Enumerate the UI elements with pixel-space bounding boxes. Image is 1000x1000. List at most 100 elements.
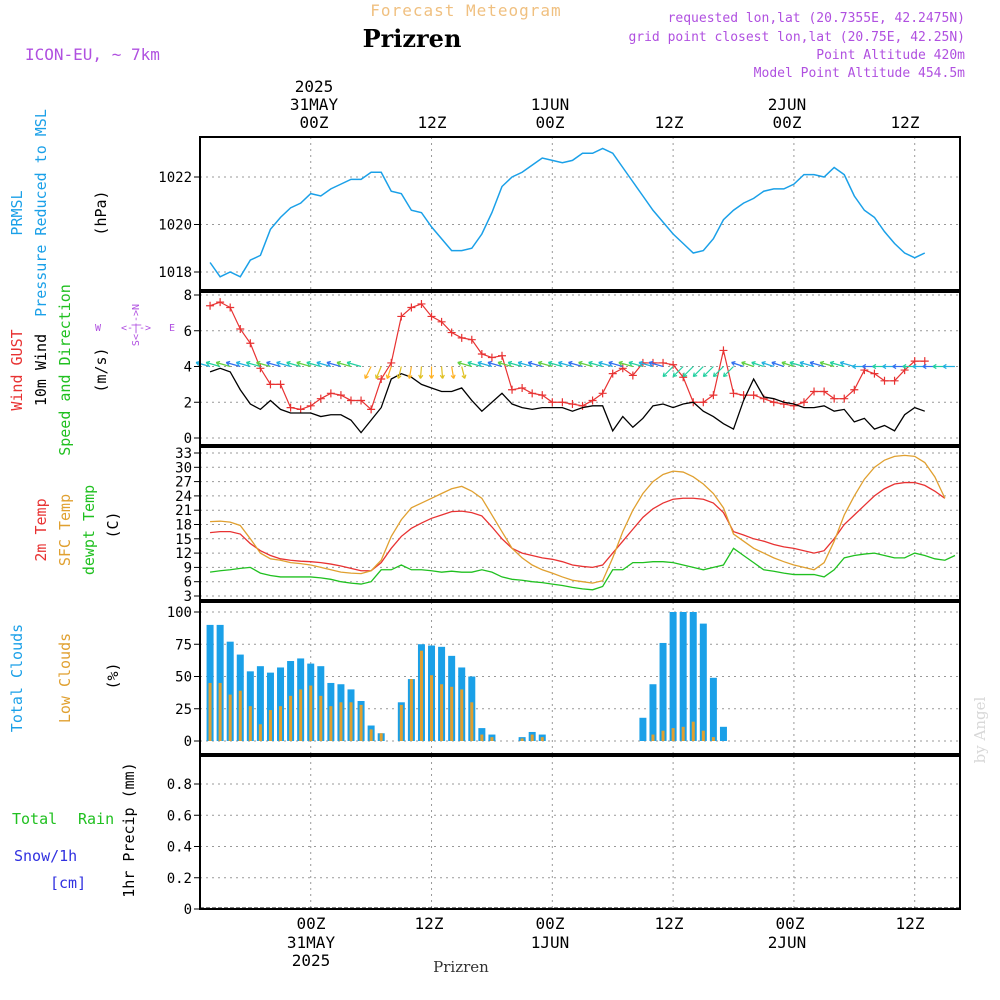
- bottom-hour-label-2: 00Z: [536, 914, 565, 933]
- wind-compass: W <-|-> E S<-|->N: [95, 304, 175, 346]
- gust-marker: [578, 401, 587, 410]
- gust-marker: [346, 396, 355, 405]
- bar-low-clouds: [409, 679, 413, 741]
- gust-marker: [669, 360, 678, 369]
- wind-arrow-head: [547, 360, 553, 366]
- wind-arrow: [477, 361, 493, 368]
- wind-arrow-head: [682, 372, 688, 378]
- panel-frame-wind: [199, 291, 961, 446]
- wind-panel-labels: Wind GUST 10m Wind Speed and Direction (…: [8, 284, 110, 456]
- top-date-label-2: 1JUN: [531, 95, 570, 114]
- bar-low-clouds: [218, 682, 222, 741]
- gust-marker: [407, 303, 416, 312]
- wind-arrow-head: [598, 360, 603, 366]
- wind-arrow-head: [781, 361, 786, 366]
- wind-arrow-head: [326, 360, 331, 366]
- gust-marker: [618, 364, 627, 373]
- wind-arrow: [518, 361, 533, 368]
- gust-marker: [910, 357, 919, 366]
- wind-arrow-head: [809, 360, 815, 366]
- wind-arrow: [507, 361, 523, 368]
- wind-arrow: [771, 361, 785, 368]
- wind-arrow: [578, 361, 593, 368]
- bar-low-clouds: [520, 738, 524, 741]
- gust-marker: [789, 401, 798, 410]
- bar-low-clouds: [369, 729, 373, 741]
- top-hour-label-5: 12Z: [891, 113, 920, 132]
- bar-low-clouds: [540, 737, 544, 741]
- bar-low-clouds: [329, 706, 333, 741]
- top-year-label: 2025: [295, 77, 334, 96]
- gust-marker: [467, 335, 476, 344]
- series-line-dewpt-temp: [209, 547, 956, 591]
- wind-arrow: [386, 366, 392, 379]
- gust-marker: [518, 383, 527, 392]
- wind-arrow-head: [618, 360, 623, 366]
- bar-low-clouds: [289, 695, 293, 741]
- wind-label-10m: 10m Wind: [32, 334, 50, 406]
- wind-arrow-head: [375, 374, 380, 379]
- wind-arrow: [440, 366, 444, 379]
- ytick-label-wind-2: 4: [184, 360, 192, 376]
- gust-marker: [508, 385, 517, 394]
- wind-arrow-head: [517, 360, 523, 366]
- wind-arrow-head: [346, 360, 352, 366]
- ytick-label-clouds-4: 100: [167, 605, 192, 621]
- wind-arrow-head: [839, 360, 845, 366]
- bar-total-clouds: [659, 642, 667, 741]
- ytick-label-temp-10: 33: [175, 446, 192, 462]
- bottom-hour-label-4: 00Z: [776, 914, 805, 933]
- top-date-axis: 2025 31MAY 1JUN 2JUN 00Z 12Z 00Z 12Z 00Z…: [290, 77, 920, 132]
- ytick-label-precip-2: 0.4: [167, 840, 192, 856]
- gust-marker: [397, 312, 406, 321]
- wind-arrow-head: [205, 360, 211, 366]
- ytick-label-wind-0: 0: [184, 431, 192, 447]
- wind-arrow-head: [537, 360, 543, 366]
- bar-low-clouds: [258, 724, 262, 741]
- top-hour-label-2: 00Z: [536, 113, 565, 132]
- wind-arrow-head: [457, 360, 462, 366]
- wind-arrow-head: [922, 363, 927, 370]
- gust-marker: [528, 389, 537, 398]
- gust-marker: [326, 389, 335, 398]
- wind-arrow: [364, 366, 372, 379]
- wind-label-gust: Wind GUST: [8, 329, 26, 410]
- wind-arrow-head: [588, 360, 593, 366]
- wind-arrow: [246, 361, 261, 368]
- bar-low-clouds: [359, 704, 363, 741]
- wind-arrow-head: [306, 360, 311, 366]
- temp-label-dewpt: dewpt Temp: [80, 485, 98, 575]
- wind-arrow-head: [932, 363, 937, 370]
- wind-arrow: [408, 366, 412, 379]
- wind-arrow-head: [418, 374, 424, 379]
- wind-arrow-head: [872, 363, 877, 370]
- wind-arrow: [195, 361, 211, 368]
- precip-label-snow: Snow/1h: [14, 847, 77, 865]
- precip-label-cm: [cm]: [50, 874, 86, 892]
- compass-e: E: [169, 323, 175, 334]
- bottom-year-label: 2025: [292, 951, 331, 970]
- wind-arrow: [598, 361, 613, 368]
- series-line-sfc-temp: [210, 454, 946, 584]
- bar-low-clouds: [440, 684, 444, 741]
- gust-marker: [487, 353, 496, 362]
- bar-low-clouds: [470, 702, 474, 741]
- gust-marker: [387, 358, 396, 367]
- bar-low-clouds: [419, 650, 423, 741]
- wind-arrow: [618, 361, 634, 368]
- gust-marker: [286, 403, 295, 412]
- temp-label-sfc: SFC Temp: [56, 494, 74, 566]
- gust-marker: [729, 389, 738, 398]
- data-layer: [196, 149, 960, 909]
- gust-marker: [810, 387, 819, 396]
- wind-arrow: [568, 361, 583, 368]
- ytick-label-clouds-0: 0: [184, 734, 192, 750]
- gust-marker: [890, 376, 899, 385]
- precip-label-total: Total: [12, 810, 57, 828]
- ytick-label-precip-0: 0: [184, 902, 192, 918]
- wind-arrow-head: [741, 361, 746, 366]
- gust-marker: [598, 389, 607, 398]
- wind-arrow: [276, 361, 291, 368]
- ytick-label-temp-1: 6: [184, 575, 192, 591]
- gust-marker: [568, 400, 577, 409]
